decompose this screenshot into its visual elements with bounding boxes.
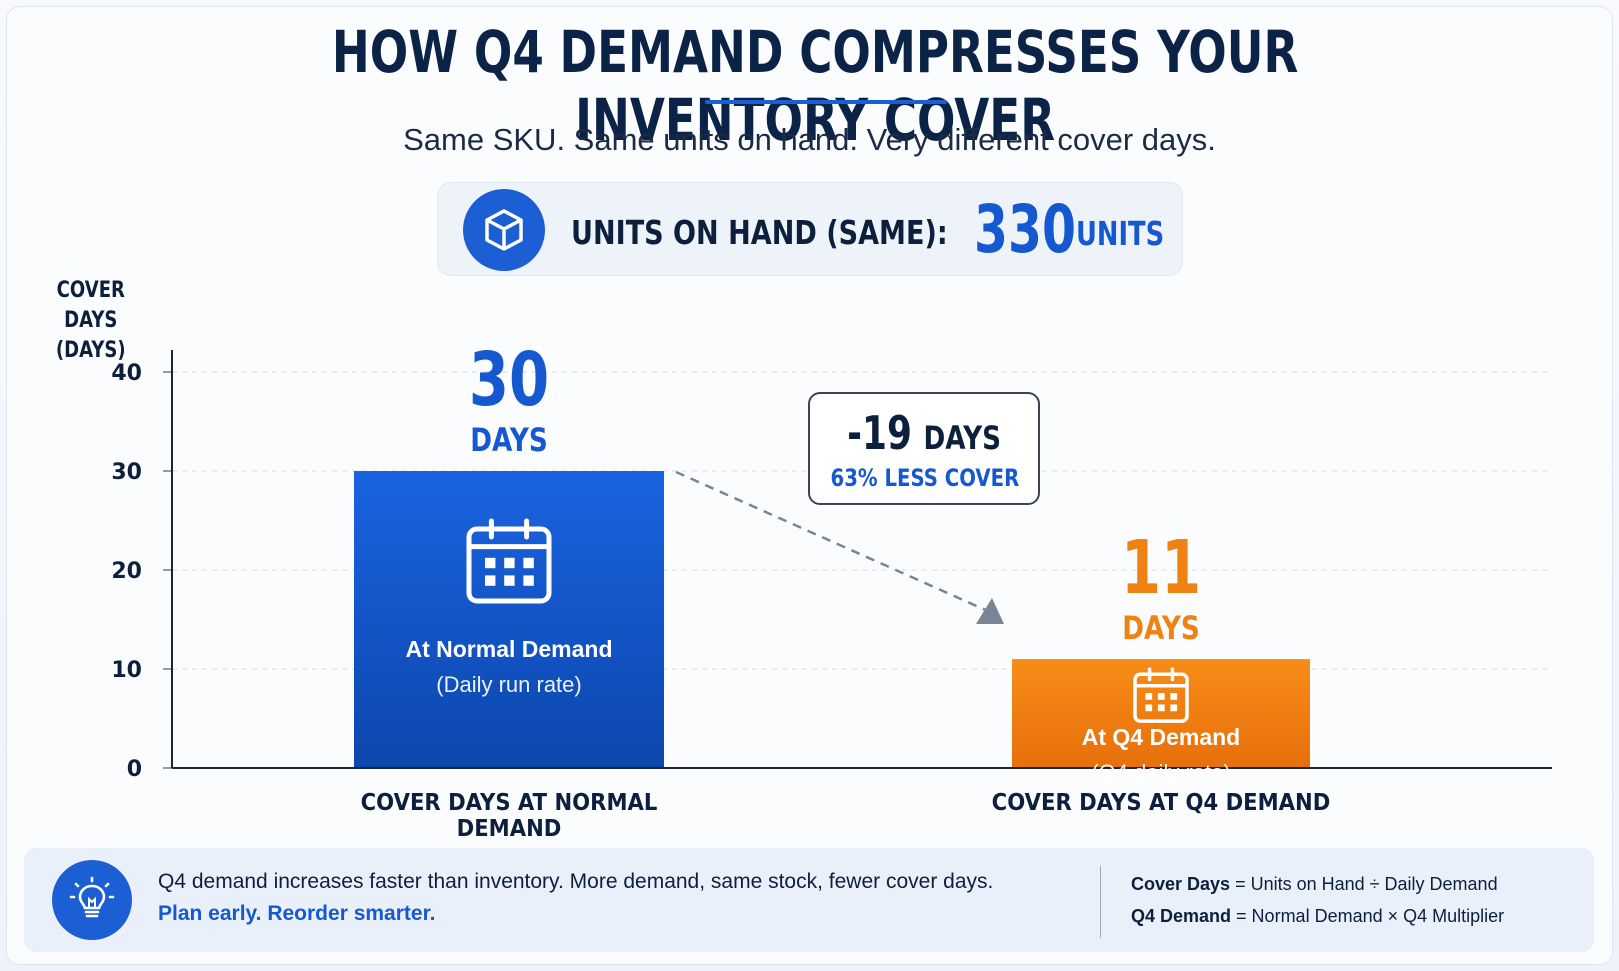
- formula-definition: = Normal Demand × Q4 Multiplier: [1236, 906, 1505, 926]
- y-tick-label: 20: [111, 559, 142, 584]
- footer-cta: Plan early. Reorder smarter.: [158, 902, 436, 925]
- units-on-hand-unit: UNITS: [1076, 214, 1165, 253]
- bar-value-unit: DAYS: [1122, 610, 1199, 647]
- units-on-hand-label: UNITS ON HAND (SAME):: [571, 213, 948, 252]
- y-tick-label: 30: [111, 460, 142, 485]
- formula-term: Cover Days: [1131, 874, 1231, 894]
- bar-subtitle: (Daily run rate): [436, 672, 581, 697]
- bar-q4: [1012, 659, 1310, 768]
- difference-unit: DAYS: [923, 419, 1002, 457]
- y-axis-label: COVER DAYS (DAYS): [38, 276, 145, 366]
- page-title: HOW Q4 DEMAND COMPRESSES YOUR INVENTORY …: [331, 18, 1299, 154]
- calendar-icon: [466, 518, 552, 604]
- title-underline: [705, 100, 947, 104]
- formula-q4-demand: Q4 Demand = Normal Demand × Q4 Multiplie…: [1131, 906, 1504, 927]
- y-axis-label-line-1: COVER DAYS: [56, 278, 125, 333]
- box-icon: [463, 189, 545, 271]
- page-subtitle: Same SKU. Same units on hand. Very diffe…: [403, 122, 1216, 157]
- lightbulb-icon: [52, 860, 132, 940]
- footer-divider: [1100, 866, 1101, 938]
- y-tick-label: 10: [111, 658, 142, 683]
- y-tick-label: 0: [127, 757, 142, 782]
- arrow-head: [976, 598, 1004, 624]
- calendar-icon: [1133, 667, 1189, 723]
- footer-panel: Q4 demand increases faster than inventor…: [24, 848, 1594, 952]
- bar-subtitle: (Q4 daily rate): [1091, 760, 1230, 785]
- bar-normal: [354, 471, 664, 768]
- bar-title: At Normal Demand: [405, 636, 612, 662]
- formula-cover-days: Cover Days = Units on Hand ÷ Daily Deman…: [1131, 874, 1498, 895]
- formula-definition: = Units on Hand ÷ Daily Demand: [1235, 874, 1498, 894]
- units-on-hand-panel: UNITS ON HAND (SAME): 330 UNITS: [437, 182, 1183, 276]
- units-on-hand-value: 330: [974, 191, 1076, 268]
- bar-value-label: 30: [469, 336, 549, 423]
- difference-note: 63% LESS COVER: [830, 464, 1020, 492]
- y-tick-label: 40: [111, 361, 142, 386]
- difference-value: -19: [847, 406, 913, 460]
- footer-message: Q4 demand increases faster than inventor…: [158, 870, 994, 893]
- bar-value-unit: DAYS: [470, 421, 547, 458]
- difference-callout: -19 DAYS 63% LESS COVER: [808, 392, 1040, 505]
- formula-term: Q4 Demand: [1131, 906, 1232, 926]
- y-axis-label-line-2: (DAYS): [55, 338, 126, 363]
- bar-title: At Q4 Demand: [1082, 724, 1240, 750]
- bar-value-label: 11: [1121, 524, 1201, 611]
- x-category-normal: COVER DAYS AT NORMAL DEMAND: [360, 790, 658, 842]
- x-category-q4: COVER DAYS AT Q4 DEMAND: [991, 790, 1331, 816]
